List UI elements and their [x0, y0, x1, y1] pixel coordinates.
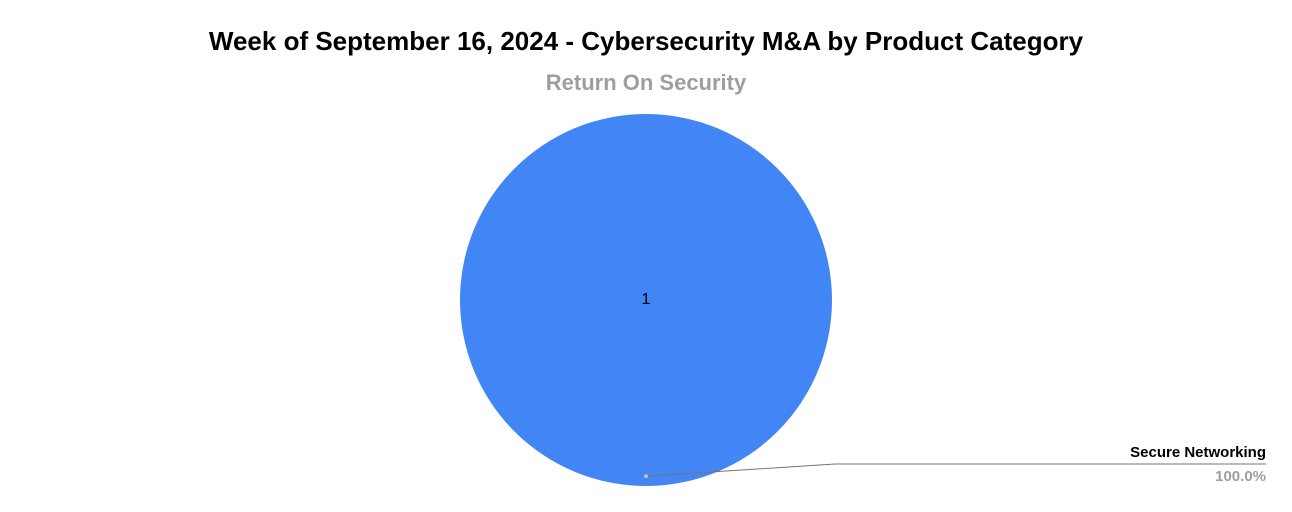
slice-value-label: 1 [642, 291, 651, 308]
chart-title: Week of September 16, 2024 - Cybersecuri… [209, 26, 1084, 56]
pie-slice [460, 114, 832, 486]
leader-line [645, 463, 1266, 477]
chart-subtitle: Return On Security [546, 70, 747, 95]
leader-dot [644, 474, 648, 479]
percent-label: 100.0% [1215, 468, 1266, 485]
category-label: Secure Networking [1130, 444, 1266, 461]
